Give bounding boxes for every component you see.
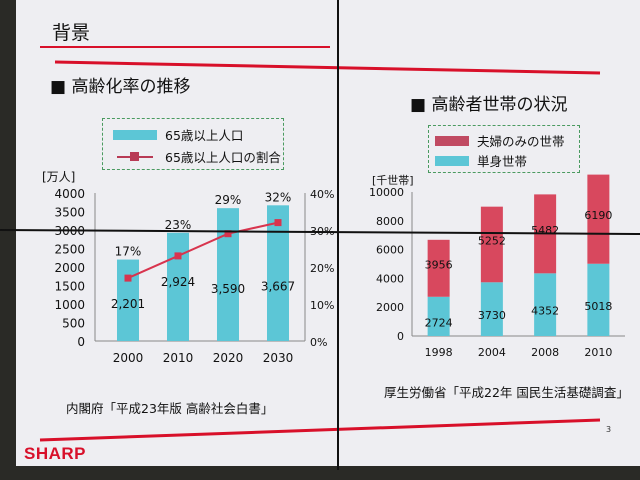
right-y-axis-label: [千世帯] [372,174,414,187]
single-data-label: 4352 [531,305,559,318]
x-tick-label: 2008 [531,346,559,359]
single-household-bar [480,282,503,336]
couple-data-label: 3956 [425,258,453,271]
right-chart-legend: 夫婦のみの世帯 単身世帯 [428,125,580,173]
population-bar [267,205,289,341]
ratio-data-label: 29% [215,193,242,207]
population-bar [167,232,189,341]
y2-tick-label: 0% [310,336,327,349]
couple-household-bar [587,174,610,264]
single-data-label: 5018 [584,300,612,313]
population-data-label: 3,590 [211,282,245,296]
legend-item-ratio: 65歳以上人口の割合 [113,147,281,166]
y-tick-label: 500 [62,317,85,331]
legend-item-couple: 夫婦のみの世帯 [435,131,565,150]
y-tick-label: 2500 [54,243,85,257]
left-y-axis-label: [万人] [42,170,75,184]
ratio-marker [274,219,282,227]
y-tick-label: 8000 [376,215,404,228]
left-chart-heading: ■ 高齢化率の推移 [50,77,191,97]
y-tick-label: 3500 [54,206,85,220]
population-data-label: 2,201 [111,297,145,311]
single-household-bar [534,273,557,336]
population-data-label: 2,924 [161,275,195,289]
x-tick-label: 2020 [213,351,244,365]
single-data-label: 2724 [425,316,453,329]
couple-data-label: 6190 [584,209,612,222]
ratio-marker [174,252,182,260]
y2-tick-label: 20% [310,262,334,275]
y-tick-label: 2000 [376,301,404,314]
couple-data-label: 5252 [478,234,506,247]
x-tick-label: 2004 [478,346,506,359]
ratio-line [127,221,279,280]
y-tick-label: 10000 [369,186,404,199]
legend-line-marker [113,151,157,162]
population-bar [117,259,139,341]
legend-item-single: 単身世帯 [435,151,527,170]
y2-tick-label: 10% [310,299,334,312]
sharp-logo: SHARP [24,444,87,463]
ratio-marker [224,230,232,238]
x-tick-label: 1998 [425,346,453,359]
left-source: 内閣府「平成23年版 高齢社会白書」 [66,401,274,416]
screen-seam-horizontal [0,229,640,235]
population-data-label: 3,667 [261,279,295,293]
single-data-label: 3730 [478,309,506,322]
y-tick-label: 1000 [54,298,85,312]
population-bar [217,208,239,341]
x-tick-label: 2030 [263,351,294,365]
y-tick-label: 0 [397,330,404,343]
right-source: 厚生労働省「平成22年 国民生活基礎調査」 [384,385,629,400]
y-tick-label: 0 [77,335,85,349]
legend-swatch [435,155,469,166]
legend-label: 65歳以上人口の割合 [165,150,281,165]
legend-label: 夫婦のみの世帯 [477,134,565,149]
legend-swatch [113,129,157,140]
header-red-rule [54,60,601,75]
single-household-bar [427,296,450,336]
x-tick-label: 2000 [113,351,144,365]
page-number: 3 [606,425,612,434]
y-tick-label: 4000 [54,187,85,201]
legend-swatch [435,135,469,146]
single-household-bar [587,263,610,336]
couple-household-bar [480,206,503,283]
y-tick-label: 4000 [376,272,404,285]
ratio-data-label: 17% [115,245,142,259]
ratio-data-label: 23% [165,218,192,232]
couple-household-bar [427,239,450,297]
ratio-data-label: 32% [265,190,292,204]
legend-label: 単身世帯 [477,154,528,169]
couple-data-label: 5482 [531,224,559,237]
x-tick-label: 2010 [584,346,612,359]
slide-title: 背景 [52,22,91,44]
ratio-marker [124,274,132,282]
legend-item-population: 65歳以上人口 [113,125,243,144]
x-tick-label: 2010 [163,351,194,365]
footer-red-rule [39,418,601,442]
y-tick-label: 2000 [54,261,85,275]
y2-tick-label: 40% [310,188,334,201]
left-chart-legend: 65歳以上人口 65歳以上人口の割合 [102,118,284,170]
right-chart-heading: ■ 高齢者世帯の状況 [410,95,568,115]
y-tick-label: 6000 [376,244,404,257]
legend-label: 65歳以上人口 [165,128,244,143]
y-tick-label: 1500 [54,280,85,294]
